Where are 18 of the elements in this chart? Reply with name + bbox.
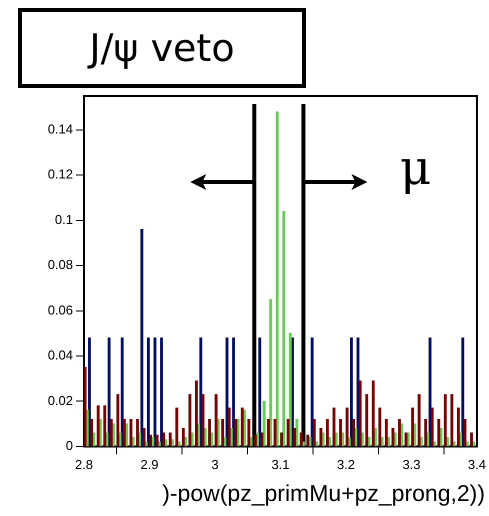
- y-tick-label: 0.14: [48, 121, 73, 136]
- x-tick-label: 3.1: [271, 456, 290, 472]
- x-tick-label: 2.9: [140, 456, 159, 472]
- x-tick-label: 3.2: [336, 456, 356, 472]
- x-tick-label: 3.3: [402, 456, 421, 472]
- text: J/ψ veto: [18, 8, 306, 88]
- y-tick-label: 0.12: [48, 166, 73, 182]
- x-tick-label: 2.8: [74, 456, 94, 472]
- annotation: μ: [400, 140, 432, 196]
- y-tick-label: 0.02: [48, 392, 73, 408]
- y-tick-label: 0.08: [48, 257, 73, 272]
- x-tick-label: 3: [211, 456, 219, 472]
- y-tick-label: 0.06: [48, 302, 73, 318]
- x-axis-title: )-pow(pz_primMu+pz_prong,2)): [162, 480, 485, 507]
- y-tick-label: 0: [66, 438, 73, 453]
- y-tick-label: 0.04: [48, 348, 73, 363]
- y-tick-label: 0.1: [54, 212, 73, 227]
- x-tick-label: 3.4: [468, 456, 486, 472]
